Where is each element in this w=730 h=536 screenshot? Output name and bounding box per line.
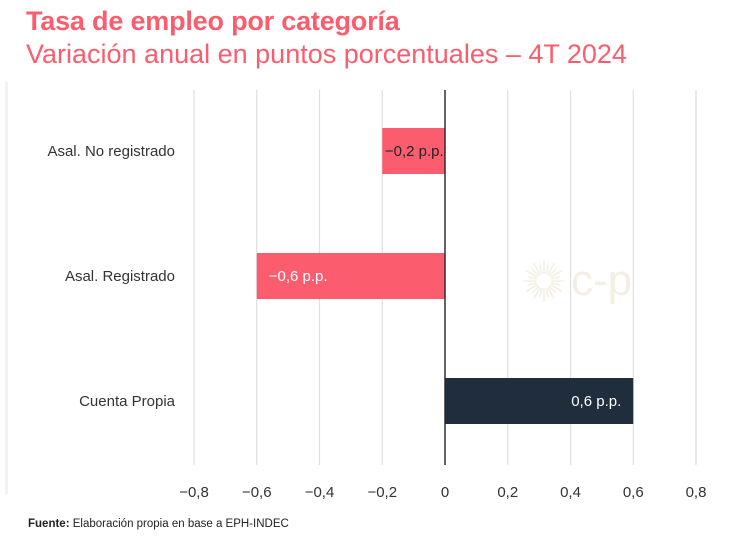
source-note: Fuente: Elaboración propia en base a EPH… xyxy=(28,518,289,530)
category-label: Cuenta Propia xyxy=(79,393,176,410)
sun-ray xyxy=(525,284,538,292)
left-accent-line xyxy=(5,82,8,494)
sun-ray xyxy=(550,282,561,286)
sun-ray xyxy=(527,282,538,286)
watermark-text: c-p xyxy=(571,258,632,304)
category-label: Asal. No registrado xyxy=(47,143,175,160)
data-label: −0,2 p.p. xyxy=(385,143,444,160)
x-tick-label: 0,6 xyxy=(623,484,644,501)
data-label: −0,6 p.p. xyxy=(269,268,328,285)
chart-title: Tasa de empleo por categoría xyxy=(26,6,400,36)
sun-ray xyxy=(545,264,549,275)
x-tick-labels: −0,8 −0,6 −0,4 −0,2 0 0,2 0,4 0,6 0,8 xyxy=(179,484,706,501)
sun-ray xyxy=(550,270,563,278)
x-tick-label: −0,6 xyxy=(242,484,272,501)
sun-ray xyxy=(539,264,543,275)
source-text: Elaboración propia en base a EPH-INDEC xyxy=(72,518,289,530)
bar xyxy=(382,128,445,174)
x-tick-label: −0,8 xyxy=(179,484,209,501)
watermark-logo: c-p xyxy=(523,258,632,304)
x-tick-label: 0 xyxy=(441,484,449,501)
sun-ray xyxy=(545,287,549,298)
bar xyxy=(445,378,634,424)
sun-ray xyxy=(550,284,563,292)
bars xyxy=(256,128,634,424)
sun-ray xyxy=(547,287,555,300)
sun-ray xyxy=(533,287,541,300)
source-label: Fuente: xyxy=(28,518,70,530)
sun-ray xyxy=(539,287,543,298)
x-tick-label: 0,2 xyxy=(497,484,518,501)
sun-ray xyxy=(548,285,557,294)
sun-ray xyxy=(531,285,540,294)
x-tick-label: 0,8 xyxy=(686,484,707,501)
sun-rays-icon xyxy=(523,260,565,302)
x-tick-label: −0,4 xyxy=(305,484,335,501)
data-label: 0,6 p.p. xyxy=(571,393,621,410)
sun-ray xyxy=(533,262,541,275)
sun-ray xyxy=(531,268,540,277)
category-labels: Asal. No registrado Asal. Registrado Cuent… xyxy=(47,143,175,410)
sun-ray xyxy=(525,270,538,278)
x-tick-label: −0,2 xyxy=(367,484,397,501)
sun-ray xyxy=(550,276,561,280)
sun-ray xyxy=(547,262,555,275)
sun-ray xyxy=(548,268,557,277)
data-labels: −0,2 p.p. −0,6 p.p. 0,6 p.p. xyxy=(269,143,622,410)
chart-subtitle: Variación anual en puntos porcentuales –… xyxy=(26,39,627,69)
category-label: Asal. Registrado xyxy=(65,268,175,285)
bar xyxy=(256,253,445,299)
sun-ray xyxy=(527,276,538,280)
x-tick-label: 0,4 xyxy=(560,484,581,501)
